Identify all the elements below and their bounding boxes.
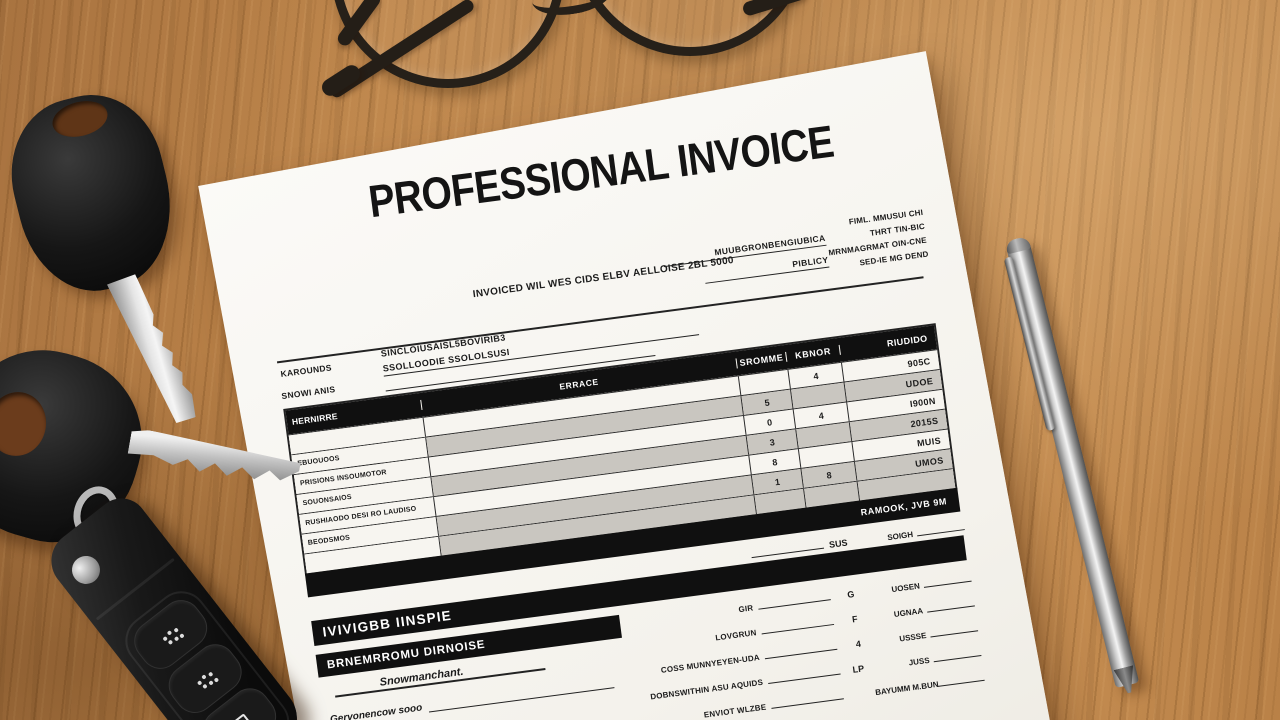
totals-fill-line xyxy=(760,615,835,635)
totals-row-label: ENVIOT WLZBE xyxy=(703,702,767,720)
signature-line-2-label: Gervonencow sooo xyxy=(329,702,423,720)
invoice-content: PROFESSIONAL INVOICE INVOICED WIL WES CI… xyxy=(250,73,1022,720)
totals-right-label: JUSS xyxy=(908,655,931,668)
totals-fill-line xyxy=(766,664,841,685)
totals-right-line xyxy=(932,646,982,663)
payment-info-label: IVIVIGBB IINSPIE xyxy=(321,607,453,640)
table-header-qty: SROMME xyxy=(736,351,788,369)
totals-right-line xyxy=(929,621,979,638)
totals-right-label: UOSEN xyxy=(890,581,921,595)
totals-row-value: LP xyxy=(851,663,865,675)
invoice-paper: PROFESSIONAL INVOICE INVOICED WIL WES CI… xyxy=(198,51,1090,720)
totals-row-value: G xyxy=(846,589,855,600)
totals-right-line xyxy=(915,520,965,537)
totals-right-label: USSSE xyxy=(898,631,927,644)
bill-to-label: KAROUNDS xyxy=(279,362,333,379)
totals-right-line xyxy=(922,571,972,588)
lock-icon xyxy=(162,635,168,642)
totals-row-value xyxy=(848,698,868,701)
totals-row-value: F xyxy=(851,613,859,625)
totals-fill-line xyxy=(757,590,831,610)
fob-pivot-pin xyxy=(66,550,106,590)
unlock-icon xyxy=(196,680,203,686)
totals-right-line xyxy=(926,596,975,613)
trunk-icon xyxy=(229,712,251,720)
table-header-price: KBNOR xyxy=(786,344,841,362)
company-address-block: FIML. MMUSUI CHI THRT TIN-BIC MRNMAGRMAT O… xyxy=(815,206,929,276)
totals-right-label: SOIGH xyxy=(886,529,914,543)
invoice-meta-fields: MUUBGRONBENGIUBICA PIBLICY xyxy=(662,232,830,298)
totals-fill-line xyxy=(750,538,825,559)
totals-right-label: UGNAA xyxy=(893,606,924,620)
totals-row-label xyxy=(630,561,747,576)
pen-clip xyxy=(1003,256,1056,432)
totals-row-value: SUS xyxy=(828,537,849,550)
fob-button-panel xyxy=(114,580,300,720)
totals-right-label: BAYUMM M.BUN xyxy=(874,679,940,698)
totals-row-value: 4 xyxy=(855,638,862,650)
invoice-title: PROFESSIONAL INVOICE xyxy=(365,117,837,228)
band-note: RAMOOK, JVB 9M xyxy=(860,496,948,518)
totals-fill-line xyxy=(770,689,844,709)
totals-fill-line xyxy=(763,639,838,660)
ship-to-label: SNOWI ANIS xyxy=(280,384,336,402)
totals-right-line xyxy=(935,670,985,688)
pen-cap xyxy=(1004,235,1032,255)
pen-tip xyxy=(1114,665,1140,695)
